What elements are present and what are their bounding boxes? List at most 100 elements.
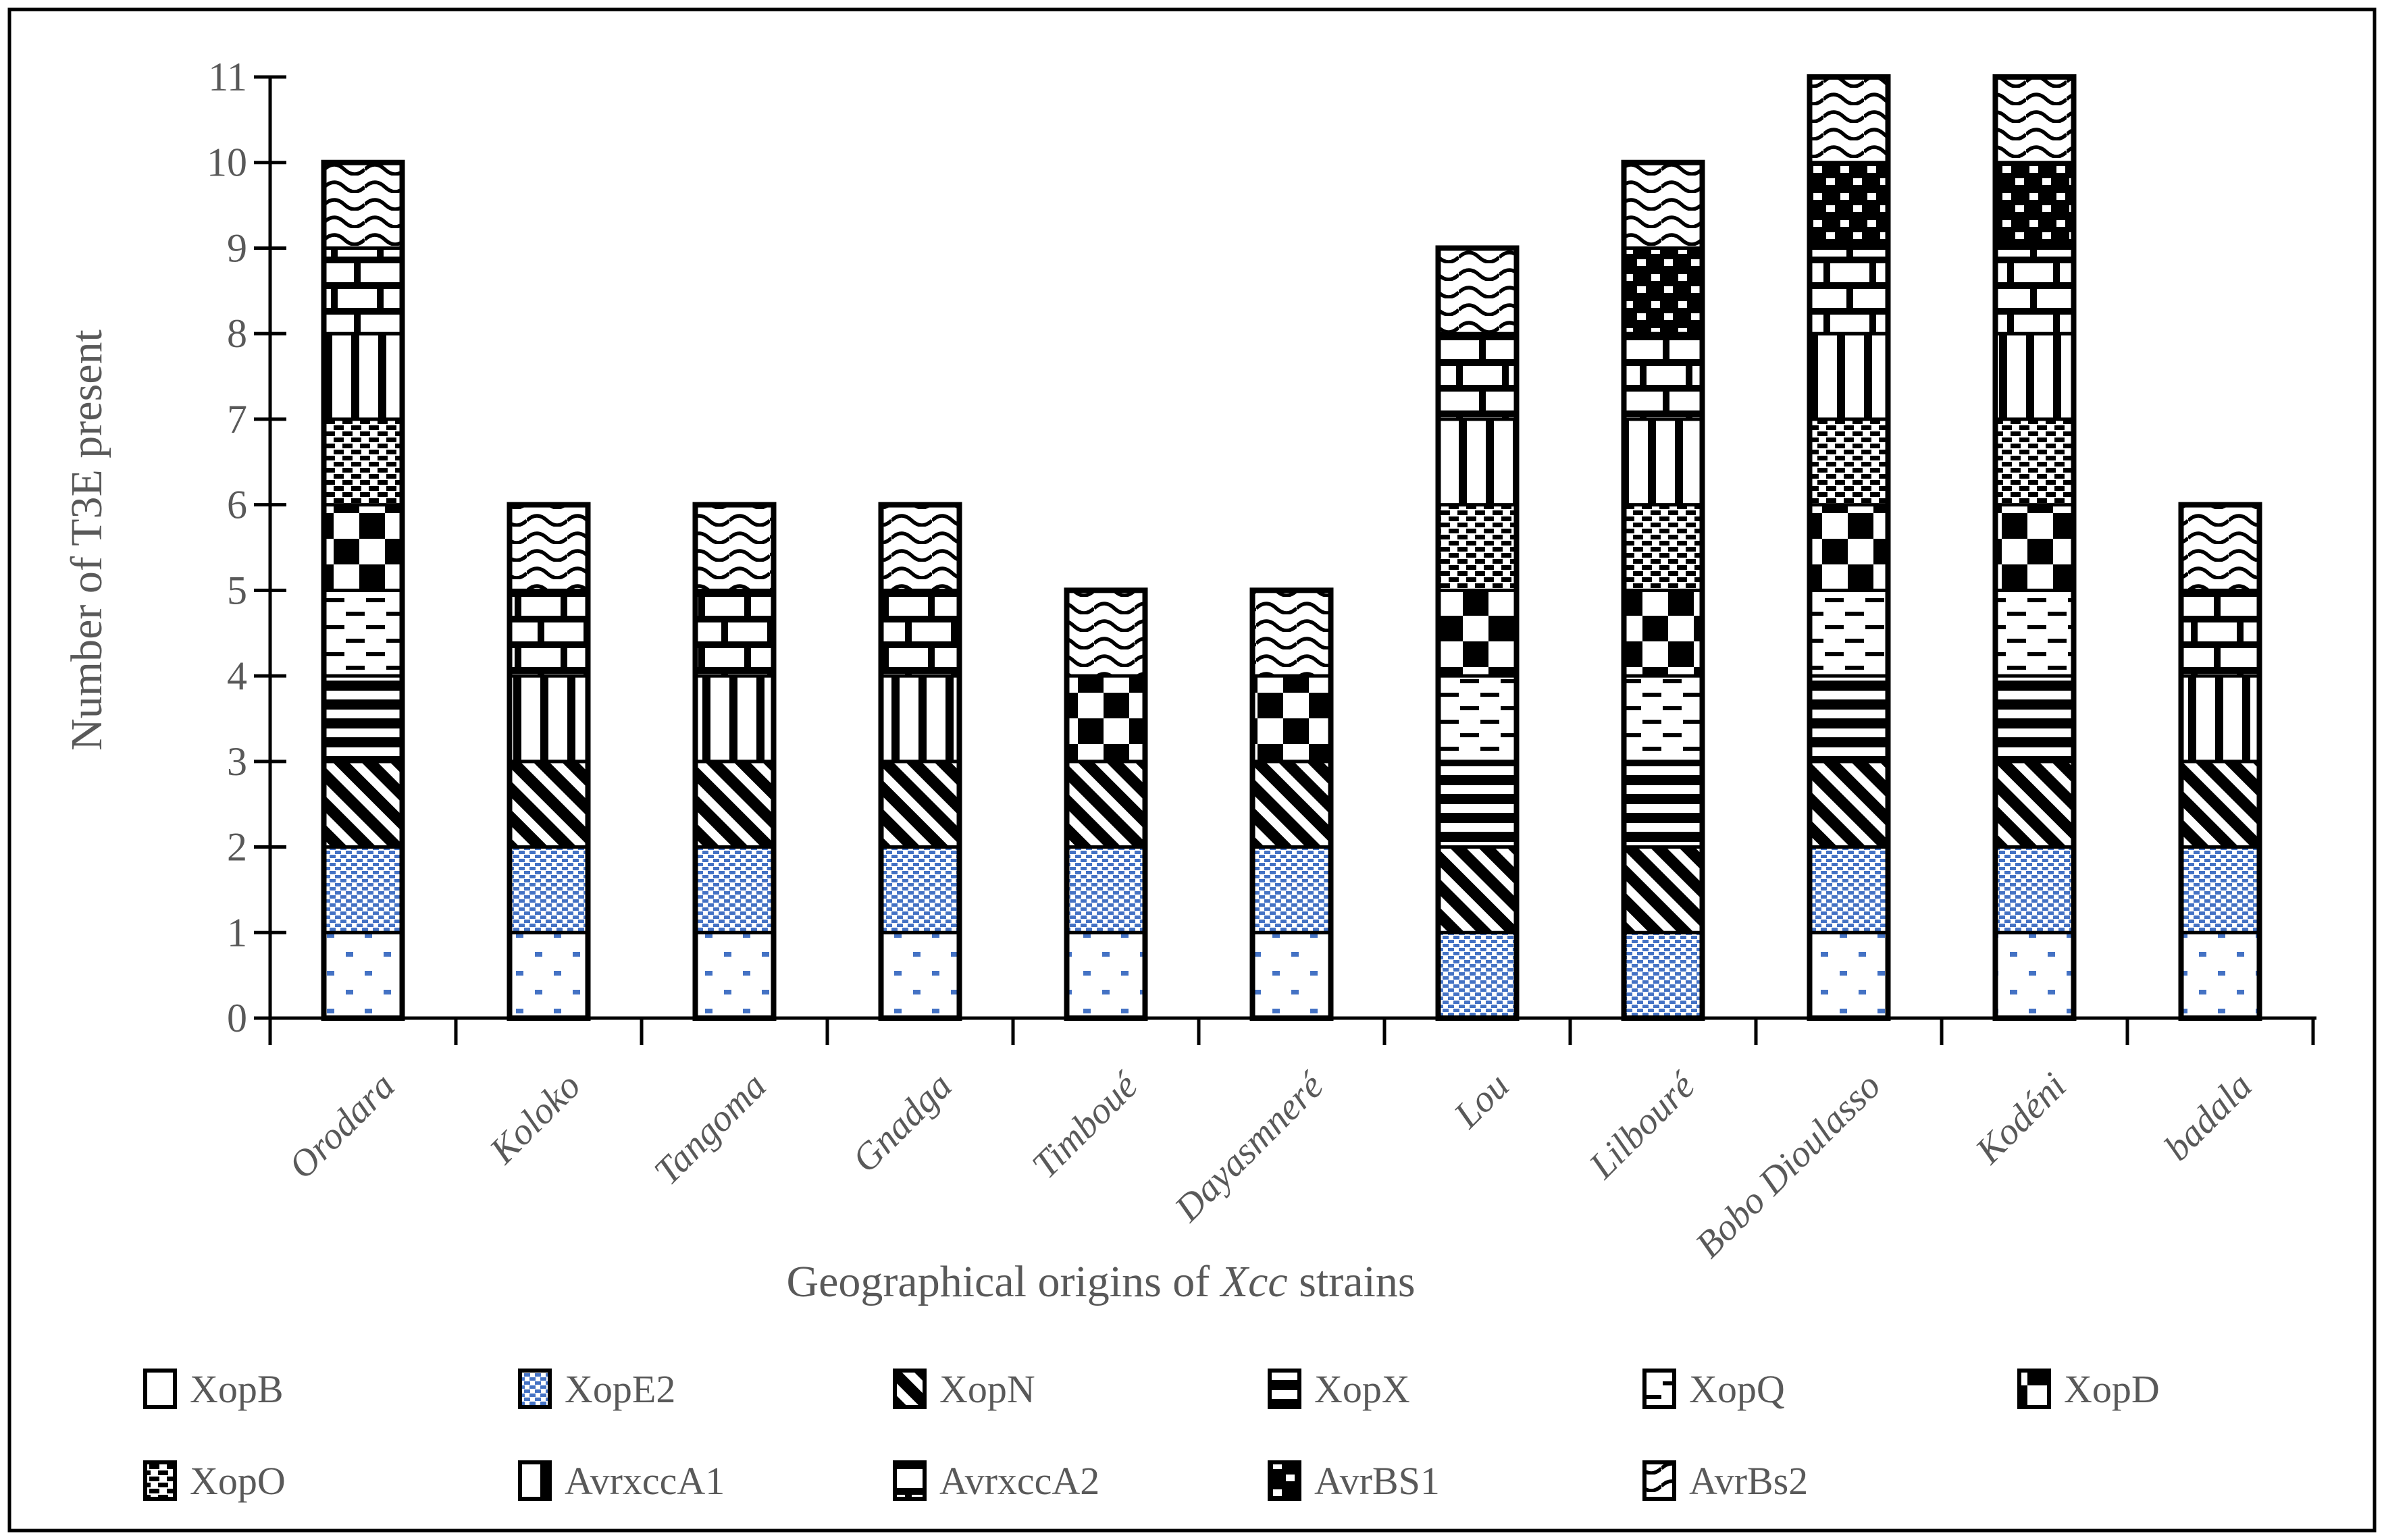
- legend-swatch: [518, 1460, 552, 1501]
- x-category-label: Bobo Dioulasso: [1688, 1065, 1889, 1266]
- segment-AvrBs2: [1065, 588, 1147, 678]
- bar-outline: [878, 502, 962, 1021]
- legend-label: AvrBs2: [1689, 1459, 1808, 1503]
- legend-item-AvrBs2: AvrBs2: [1642, 1459, 1808, 1503]
- legend-label: AvrxccA1: [565, 1459, 725, 1503]
- axes: 0 1 2 3 4 5 6 7 8 9 10 11: [207, 55, 2316, 1045]
- legend-swatch: [893, 1369, 927, 1409]
- bar-outline: [1064, 587, 1148, 1021]
- legend-label: XopB: [190, 1367, 284, 1411]
- legend-item-XopX: XopX: [1268, 1367, 1410, 1411]
- y-tick-label: 3: [227, 739, 247, 784]
- x-axis-title-italic: Xcc: [1219, 1257, 1288, 1306]
- segment-AvrxccA2: [2179, 588, 2261, 678]
- x-category-label: Orodara: [281, 1065, 403, 1187]
- legend-label: XopE2: [565, 1367, 675, 1411]
- segment-XopB: [322, 930, 404, 1020]
- bar-Timboué: [1064, 587, 1148, 1021]
- bar-Gnadga: [878, 502, 962, 1021]
- legend-item-XopQ: XopQ: [1642, 1367, 1785, 1411]
- segment-AvrBs2: [1994, 75, 2075, 165]
- bar-outline: [2178, 502, 2262, 1021]
- segment-XopD: [1622, 588, 1704, 678]
- bar-outline: [321, 159, 405, 1021]
- segment-AvrxccA2: [1994, 246, 2075, 336]
- legend-swatch: [893, 1460, 927, 1501]
- legend-swatch: [1268, 1460, 1301, 1501]
- segment-XopE2: [694, 845, 775, 934]
- segment-XopN: [322, 760, 404, 849]
- segment-AvrxccA1: [1622, 417, 1704, 507]
- segment-AvrBS1: [1808, 161, 1890, 250]
- x-category-label: Tangoma: [646, 1065, 775, 1193]
- y-tick-label: 4: [227, 654, 247, 698]
- segment-XopD: [1436, 588, 1518, 678]
- segment-AvrBS1: [1994, 161, 2075, 250]
- segment-XopD: [1251, 674, 1332, 764]
- bar-Dayasmneré: [1249, 587, 1334, 1021]
- legend-label: XopX: [1314, 1367, 1410, 1411]
- segment-AvrxccA2: [1622, 331, 1704, 421]
- legend-swatch: [2017, 1369, 2051, 1409]
- segment-AvrxccA1: [879, 674, 961, 764]
- legend-item-XopO: XopO: [143, 1459, 286, 1503]
- x-axis-title-prefix: Geographical origins of: [786, 1257, 1220, 1306]
- segment-XopN: [1436, 845, 1518, 934]
- legend-swatch: [1642, 1460, 1676, 1501]
- segment-AvrxccA2: [1808, 246, 1890, 336]
- segment-XopQ: [1808, 588, 1890, 678]
- segment-XopB: [694, 930, 775, 1020]
- segment-XopE2: [1622, 930, 1704, 1020]
- segment-AvrBs2: [1808, 75, 1890, 165]
- x-axis-title: Geographical origins of Xcc strains: [786, 1257, 1415, 1306]
- segment-AvrxccA2: [694, 588, 775, 678]
- segment-AvrxccA2: [1436, 331, 1518, 421]
- segment-XopN: [694, 760, 775, 849]
- category-labels: Orodara Koloko Tangoma Gnadga Timboué Dayasmn…: [281, 1064, 2260, 1266]
- bar-Orodara: [321, 159, 405, 1021]
- segment-XopD: [322, 503, 404, 592]
- bar-Bobo Dioulasso: [1807, 74, 1891, 1021]
- legend-label: AvrxccA2: [939, 1459, 1099, 1503]
- segment-AvrBs2: [1622, 161, 1704, 250]
- segment-XopQ: [322, 588, 404, 678]
- x-category-label: badala: [2156, 1065, 2260, 1169]
- y-tick-label: 1: [227, 910, 247, 955]
- segment-XopB: [1808, 930, 1890, 1020]
- segment-XopQ: [1436, 674, 1518, 764]
- legend-label: XopN: [939, 1367, 1035, 1411]
- segment-AvrBS1: [1622, 246, 1704, 336]
- legend-swatch: [1642, 1369, 1676, 1409]
- segment-XopE2: [322, 845, 404, 934]
- legend-item-XopN: XopN: [893, 1367, 1035, 1411]
- segment-AvrxccA2: [879, 588, 961, 678]
- segment-XopE2: [1994, 845, 2075, 934]
- x-category-label: Gnadga: [844, 1065, 960, 1180]
- segment-XopO: [1994, 417, 2075, 507]
- legend-label: XopO: [190, 1459, 286, 1503]
- segment-AvrBs2: [694, 503, 775, 592]
- bar-Lilbouré: [1621, 159, 1705, 1021]
- legend-item-AvrBS1: AvrBS1: [1268, 1459, 1440, 1503]
- y-tick-label: 5: [227, 568, 247, 612]
- y-tick-label: 0: [227, 996, 247, 1040]
- y-tick-label: 8: [227, 311, 247, 356]
- segment-XopN: [2179, 760, 2261, 849]
- segment-XopN: [1994, 760, 2075, 849]
- x-category-label: Kodéni: [1967, 1065, 2075, 1172]
- legend-label: XopD: [2064, 1367, 2160, 1411]
- segment-AvrxccA2: [322, 246, 404, 336]
- x-category-label: Lou: [1446, 1065, 1518, 1136]
- segment-XopO: [1808, 417, 1890, 507]
- segment-XopX: [1436, 760, 1518, 849]
- segment-AvrxccA1: [1436, 417, 1518, 507]
- segment-XopD: [1808, 503, 1890, 592]
- bar-Lou: [1435, 245, 1520, 1021]
- segment-XopX: [1622, 760, 1704, 849]
- segment-XopD: [1994, 503, 2075, 592]
- legend: XopB XopE2 XopN XopX XopQ XopD XopO AvrxccA1 Avr…: [143, 1367, 2160, 1503]
- segment-XopQ: [1622, 674, 1704, 764]
- segment-XopO: [322, 417, 404, 507]
- bar-Kodéni: [1992, 74, 2077, 1021]
- segment-AvrBs2: [2179, 503, 2261, 592]
